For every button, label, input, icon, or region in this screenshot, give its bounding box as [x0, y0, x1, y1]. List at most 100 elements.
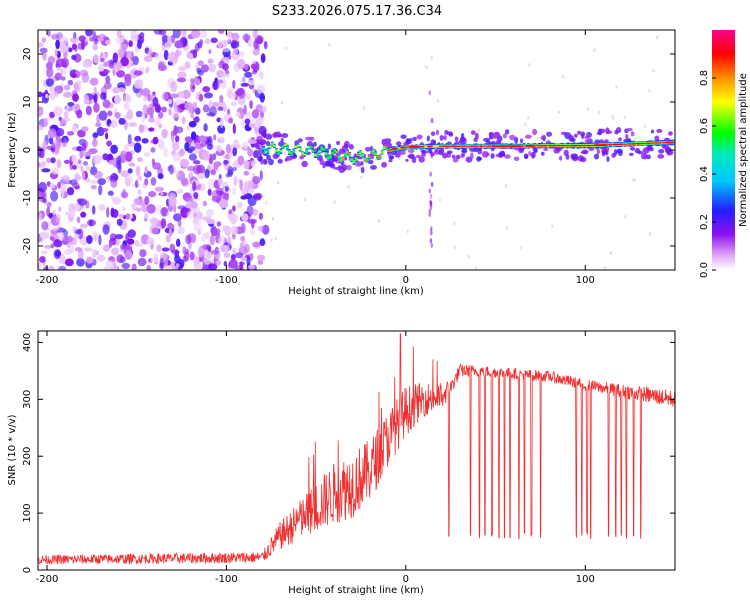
- noise-blob: [429, 205, 433, 211]
- noise-blob: [89, 219, 93, 227]
- track-cell: [361, 154, 364, 157]
- noise-blob: [41, 221, 49, 231]
- track-halo-blob: [322, 163, 326, 169]
- noise-blob: [59, 254, 66, 265]
- noise-blob: [154, 253, 159, 262]
- track-halo-blob: [584, 139, 591, 144]
- noise-blob: [193, 225, 203, 232]
- noise-blob: [194, 206, 200, 214]
- noise-blob: [233, 176, 238, 187]
- noise-blob: [102, 224, 110, 235]
- noise-blob: [247, 80, 256, 86]
- noise-blob: [428, 188, 431, 194]
- noise-blob: [178, 128, 182, 133]
- track-cell: [359, 151, 362, 154]
- noise-blob: [210, 225, 218, 237]
- noise-blob: [186, 210, 196, 219]
- track-cell: [585, 145, 588, 147]
- noise-blob: [120, 150, 127, 157]
- track-cell: [339, 159, 343, 161]
- noise-blob: [46, 202, 52, 208]
- noise-blob: [123, 93, 131, 104]
- track-cell: [587, 144, 591, 147]
- noise-blob: [76, 109, 83, 119]
- track-halo-blob: [665, 146, 672, 152]
- noise-blob: [246, 205, 254, 217]
- noise-blob: [182, 246, 187, 255]
- track-cell: [553, 145, 556, 147]
- noise-blob: [63, 91, 73, 98]
- noise-blob: [177, 226, 185, 235]
- noise-blob: [160, 218, 167, 229]
- noise-blob: [50, 157, 56, 164]
- noise-blob: [230, 225, 238, 235]
- track-cell: [617, 143, 621, 146]
- noise-blob: [406, 229, 409, 234]
- track-halo-blob: [421, 153, 426, 158]
- track-cell: [404, 146, 408, 149]
- track-halo-blob: [268, 158, 274, 166]
- noise-blob: [252, 208, 258, 216]
- noise-blob: [90, 185, 97, 190]
- noise-blob: [137, 189, 142, 195]
- noise-blob: [78, 159, 82, 165]
- noise-blob: [85, 165, 91, 172]
- y-tick-label: 20: [22, 48, 33, 61]
- noise-blob: [151, 158, 155, 165]
- noise-blob: [102, 99, 111, 109]
- noise-blob: [154, 52, 164, 61]
- noise-blob: [59, 42, 67, 54]
- noise-blob: [173, 125, 178, 136]
- track-cell: [342, 158, 345, 160]
- noise-blob: [252, 30, 258, 39]
- noise-blob: [71, 54, 77, 61]
- track-cell: [572, 145, 576, 147]
- track-cell: [380, 151, 384, 154]
- noise-blob: [244, 71, 253, 78]
- noise-blob: [76, 216, 81, 223]
- noise-blob: [199, 30, 208, 38]
- noise-blob: [93, 86, 97, 93]
- noise-blob: [211, 101, 219, 108]
- noise-blob: [127, 168, 133, 174]
- noise-blob: [623, 115, 626, 120]
- track-halo-blob: [446, 150, 453, 154]
- track-cell: [387, 149, 390, 152]
- track-halo-blob: [530, 151, 536, 159]
- x-tick-label: -100: [215, 275, 238, 286]
- track-cell: [520, 145, 524, 147]
- noise-blob: [122, 215, 127, 220]
- track-halo-blob: [581, 133, 585, 140]
- noise-blob: [50, 147, 55, 152]
- track-cell: [453, 145, 457, 147]
- noise-blob: [184, 197, 194, 203]
- noise-blob: [93, 170, 103, 179]
- noise-blob: [603, 265, 607, 270]
- track-halo-blob: [461, 137, 467, 145]
- noise-blob: [148, 117, 155, 123]
- noise-blob: [189, 251, 195, 261]
- track-halo-blob: [634, 148, 641, 154]
- track-cell: [591, 144, 595, 146]
- track-cell: [307, 146, 311, 148]
- track-halo-blob: [525, 134, 532, 139]
- noise-blob: [137, 40, 142, 50]
- noise-blob: [223, 190, 229, 202]
- noise-blob: [90, 77, 99, 86]
- track-cell: [641, 143, 644, 144]
- track-halo-blob: [418, 156, 425, 163]
- noise-blob: [235, 112, 241, 117]
- noise-blob: [92, 154, 102, 165]
- track-halo-blob: [577, 130, 582, 135]
- noise-blob: [50, 243, 55, 249]
- noise-blob: [175, 171, 180, 177]
- noise-blob: [100, 92, 107, 100]
- noise-blob: [249, 228, 256, 236]
- noise-blob: [134, 207, 142, 212]
- track-cell: [639, 143, 642, 145]
- noise-blob: [46, 67, 54, 78]
- noise-blob: [40, 250, 48, 255]
- noise-blob: [524, 122, 527, 127]
- noise-blob: [59, 138, 66, 143]
- track-halo-blob: [509, 134, 516, 141]
